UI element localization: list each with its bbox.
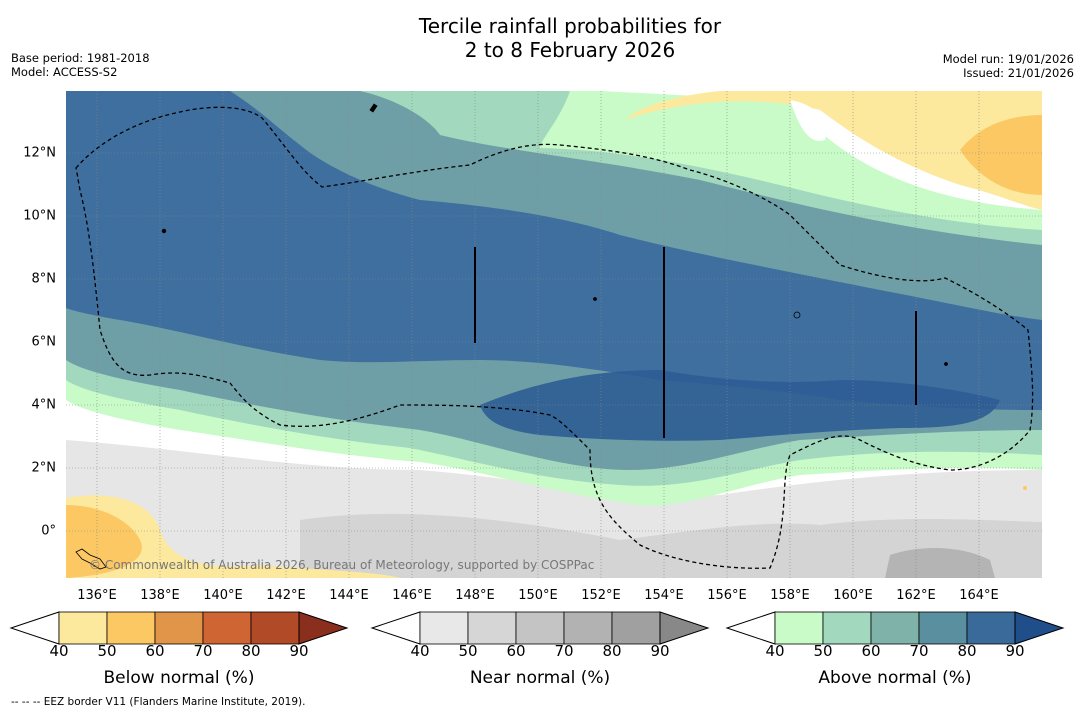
y-tick: 0° <box>41 523 56 539</box>
x-tick: 164°E <box>959 588 999 603</box>
above-normal-90-region <box>480 370 1000 441</box>
near-normal-70-region <box>885 548 995 578</box>
eez-border <box>75 106 1034 569</box>
base-period: Base period: 1981-2018 <box>11 51 150 65</box>
below-normal-60-region <box>66 505 142 578</box>
cb-tick: 50 <box>813 642 833 660</box>
x-tick: 150°E <box>518 588 558 603</box>
map-fields <box>66 91 1042 578</box>
below-normal-ne-60-region <box>960 115 1042 195</box>
cb-tick: 90 <box>289 642 309 660</box>
copyright-credit: © Commonwealth of Australia 2026, Bureau… <box>89 558 595 572</box>
x-tick: 154°E <box>644 588 684 603</box>
x-tick: 142°E <box>266 588 306 603</box>
title-line-2: 2 to 8 February 2026 <box>464 38 676 62</box>
colorbar-near-normal <box>370 611 710 645</box>
cb-tick: 90 <box>1005 642 1025 660</box>
issued-date: Issued: 21/01/2026 <box>963 66 1074 80</box>
x-tick: 156°E <box>707 588 747 603</box>
x-tick: 158°E <box>770 588 810 603</box>
model-name: Model: ACCESS-S2 <box>11 65 118 79</box>
above-normal-80-region <box>66 91 1042 410</box>
cb-tick: 80 <box>602 642 622 660</box>
x-tick: 138°E <box>140 588 180 603</box>
cb-tick: 70 <box>554 642 574 660</box>
x-tick: 136°E <box>77 588 117 603</box>
cb-tick: 50 <box>97 642 117 660</box>
cb-tick: 80 <box>241 642 261 660</box>
y-tick: 6°N <box>31 334 57 350</box>
cb-tick: 40 <box>765 642 785 660</box>
meta-right: Model run: 19/01/2026 Issued: 21/01/2026 <box>943 52 1074 80</box>
model-run: Model run: 19/01/2026 <box>942 52 1074 66</box>
cb-tick: 60 <box>145 642 165 660</box>
y-tick: 10°N <box>23 208 56 224</box>
cb-tick: 90 <box>650 642 670 660</box>
near-normal-60-region <box>300 513 1042 578</box>
below-normal-ne-50-region <box>625 91 1042 210</box>
x-tick: 140°E <box>203 588 243 603</box>
islands <box>75 103 1027 570</box>
cb-tick: 40 <box>410 642 430 660</box>
eez-footnote: -- -- -- EEZ border V11 (Flanders Marine… <box>11 696 306 708</box>
below-normal-50-region <box>66 495 400 578</box>
neutral-patch-north <box>790 100 827 141</box>
colorbar-above-normal <box>725 611 1065 645</box>
x-tick: 152°E <box>581 588 621 603</box>
x-tick: 146°E <box>392 588 432 603</box>
colorbar-below-label: Below normal (%) <box>103 668 255 688</box>
grid-lines <box>66 91 1042 578</box>
x-tick: 148°E <box>455 588 495 603</box>
cb-tick: 40 <box>49 642 69 660</box>
cb-tick: 70 <box>193 642 213 660</box>
x-tick: 162°E <box>896 588 936 603</box>
y-tick: 2°N <box>31 460 57 476</box>
y-tick: 4°N <box>31 397 57 413</box>
x-tick: 160°E <box>833 588 873 603</box>
cb-tick: 60 <box>506 642 526 660</box>
y-tick: 12°N <box>23 145 56 161</box>
y-tick: 8°N <box>31 271 57 287</box>
colorbar-above-label: Above normal (%) <box>818 668 972 688</box>
colorbar-below-normal <box>9 611 349 645</box>
cb-tick: 50 <box>458 642 478 660</box>
meta-left: Base period: 1981-2018 Model: ACCESS-S2 <box>11 51 150 79</box>
cb-tick: 60 <box>861 642 881 660</box>
cb-tick: 80 <box>957 642 977 660</box>
x-tick: 144°E <box>329 588 369 603</box>
cb-tick: 70 <box>909 642 929 660</box>
colorbar-near-label: Near normal (%) <box>469 668 611 688</box>
title-line-1: Tercile rainfall probabilities for <box>418 14 722 38</box>
